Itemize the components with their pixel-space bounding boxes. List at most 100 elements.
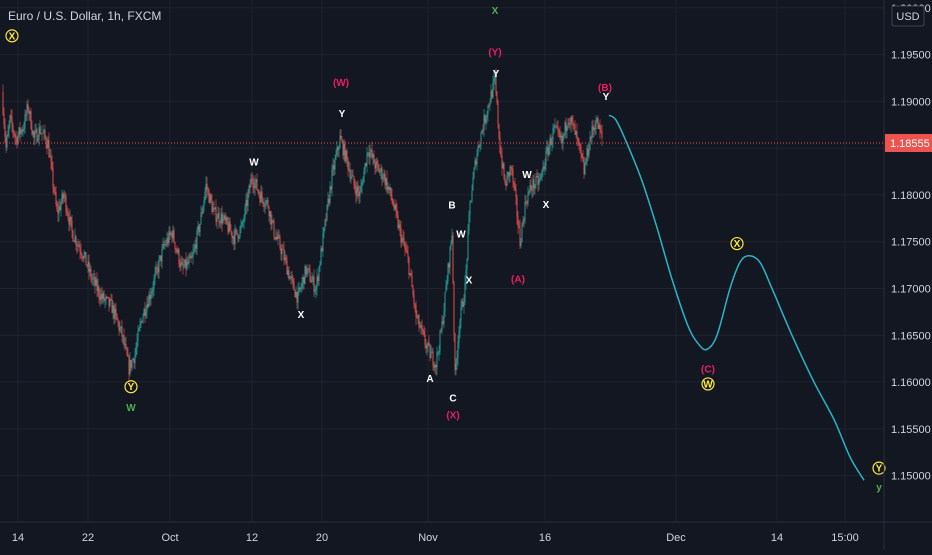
candle-body xyxy=(598,124,600,130)
candle-body xyxy=(354,185,356,190)
candle-body xyxy=(344,143,346,162)
candle-body xyxy=(320,248,322,265)
candle-body xyxy=(540,174,542,179)
candle-body xyxy=(590,136,592,139)
candle-body xyxy=(563,133,565,136)
candle-body xyxy=(305,266,307,275)
candle-body xyxy=(250,178,252,188)
candle-body xyxy=(135,348,137,355)
candle-body xyxy=(201,212,203,214)
candle-body xyxy=(507,172,509,175)
candle-body xyxy=(318,266,320,282)
candle-body xyxy=(476,154,478,165)
candle-body xyxy=(298,287,300,291)
candle-body xyxy=(544,165,546,169)
candle-body xyxy=(157,267,159,273)
candle-body xyxy=(382,178,384,180)
candle-body xyxy=(202,207,204,214)
candle-body xyxy=(545,150,547,166)
candle-body xyxy=(3,113,5,125)
candle-body xyxy=(125,343,127,348)
currency-badge[interactable]: USD xyxy=(891,5,925,27)
candle-body xyxy=(33,131,35,138)
candle-body xyxy=(515,189,517,198)
candle-body xyxy=(178,249,180,265)
candle-body xyxy=(183,266,185,268)
candle-body xyxy=(78,244,80,247)
candle-body xyxy=(2,92,4,114)
y-tick-label: 1.15000 xyxy=(891,471,931,483)
candle-body xyxy=(26,104,28,116)
candle-body xyxy=(29,111,31,115)
candle-body xyxy=(413,294,415,305)
candle-body xyxy=(555,125,557,128)
candle-body xyxy=(519,227,521,246)
candle-body xyxy=(92,278,94,280)
candle-body xyxy=(143,308,145,316)
candle-body xyxy=(224,215,226,221)
candle-body xyxy=(383,173,385,179)
candle-body xyxy=(221,213,223,224)
candle-body xyxy=(118,322,120,331)
candle-body xyxy=(342,141,344,156)
candle-body xyxy=(378,166,380,173)
candle-body xyxy=(32,131,34,135)
candle-body xyxy=(322,233,324,252)
candle-body xyxy=(430,352,432,359)
candle-body xyxy=(384,173,386,185)
candle-body xyxy=(210,194,212,201)
candle-body xyxy=(270,211,272,225)
wave-label: Y xyxy=(128,382,135,393)
candle-body xyxy=(229,221,231,232)
candle-body xyxy=(500,152,502,156)
candle-body xyxy=(513,181,515,186)
candle-body xyxy=(496,92,498,103)
candle-body xyxy=(80,251,82,255)
candle-body xyxy=(176,249,178,253)
candle-body xyxy=(512,169,514,182)
candle-body xyxy=(332,165,334,170)
candle-body xyxy=(16,137,18,144)
candle-body xyxy=(17,135,19,144)
candle-body xyxy=(46,144,48,149)
wave-label: X xyxy=(734,239,741,250)
candle-body xyxy=(313,276,315,292)
candle-body xyxy=(584,163,586,175)
candle-body xyxy=(442,321,444,324)
wave-label: X xyxy=(298,310,305,321)
candle-body xyxy=(364,163,366,172)
candle-body xyxy=(443,310,445,324)
candle-body xyxy=(569,123,571,125)
candle-body xyxy=(137,331,139,342)
candle-body xyxy=(327,198,329,205)
candle-body xyxy=(244,206,246,219)
x-tick-label: Nov xyxy=(418,532,438,544)
candle-body xyxy=(379,171,381,173)
candle-body xyxy=(163,244,165,246)
candle-body xyxy=(557,127,559,130)
candle-body xyxy=(495,75,497,93)
candle-body xyxy=(324,219,326,228)
candle-body xyxy=(41,133,43,134)
candle-body xyxy=(213,208,215,210)
candle-body xyxy=(168,231,170,244)
candle-body xyxy=(14,135,16,137)
candle-body xyxy=(349,169,351,179)
candle-body xyxy=(328,198,330,204)
candle-body xyxy=(387,186,389,191)
candle-body xyxy=(261,191,263,199)
candle-body xyxy=(487,105,489,115)
candle-body xyxy=(206,183,208,190)
candle-body xyxy=(64,194,66,196)
candle-body xyxy=(196,229,198,249)
candle-body xyxy=(197,225,199,230)
candle-body xyxy=(269,211,271,217)
candle-body xyxy=(458,331,460,343)
wave-label: W xyxy=(522,170,532,181)
candle-body xyxy=(174,242,176,249)
candle-body xyxy=(212,208,214,212)
candle-body xyxy=(355,189,357,196)
candle-body xyxy=(40,133,42,134)
candle-body xyxy=(440,330,442,332)
